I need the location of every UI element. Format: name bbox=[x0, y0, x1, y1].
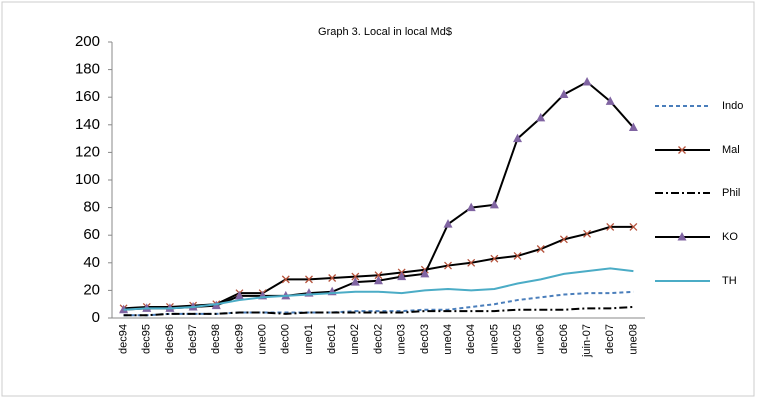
series-line bbox=[123, 267, 634, 311]
chart-border bbox=[1, 1, 755, 397]
point-marker bbox=[420, 268, 430, 278]
point-marker bbox=[513, 133, 523, 143]
point-marker bbox=[350, 277, 360, 286]
x-tick-label: une08 bbox=[627, 324, 639, 355]
x-tick-label: une06 bbox=[535, 324, 547, 355]
x-tick-label: dec00 bbox=[280, 324, 292, 354]
point-marker bbox=[466, 202, 476, 212]
y-tick-label: 0 bbox=[92, 309, 100, 326]
point-marker bbox=[629, 222, 638, 231]
y-tick-label: 20 bbox=[83, 281, 100, 298]
x-tick-label: juin-07 bbox=[581, 324, 593, 358]
point-marker bbox=[605, 96, 615, 105]
y-tick-label: 180 bbox=[75, 61, 100, 78]
point-marker bbox=[467, 258, 476, 267]
legend-label: Mal bbox=[722, 144, 740, 156]
point-marker bbox=[234, 290, 244, 300]
point-marker bbox=[281, 275, 290, 284]
x-tick-label: une03 bbox=[396, 324, 408, 355]
legend-label: TH bbox=[722, 275, 737, 287]
x-tick-label: dec95 bbox=[141, 324, 153, 354]
x-tick-label: dec07 bbox=[604, 324, 616, 354]
x-tick-label: dec98 bbox=[210, 324, 222, 354]
legend-marker bbox=[678, 146, 686, 154]
x-tick-label: une02 bbox=[349, 324, 361, 355]
x-tick-label: dec94 bbox=[117, 324, 129, 354]
x-tick-label: dec99 bbox=[233, 324, 245, 354]
point-marker bbox=[305, 275, 313, 284]
point-marker bbox=[328, 274, 337, 282]
point-marker bbox=[351, 272, 360, 281]
x-tick-label: dec05 bbox=[511, 324, 523, 354]
x-tick-label: une00 bbox=[257, 324, 269, 355]
y-tick-label: 60 bbox=[83, 226, 100, 243]
point-marker bbox=[559, 235, 568, 244]
x-tick-label: dec06 bbox=[558, 324, 570, 354]
legend-label: Phil bbox=[722, 187, 740, 199]
legend-label: Indo bbox=[722, 100, 743, 112]
x-tick-label: dec02 bbox=[372, 324, 384, 354]
legend-label: KO bbox=[722, 231, 738, 243]
x-tick-label: dec96 bbox=[164, 324, 176, 354]
y-tick-label: 120 bbox=[75, 143, 100, 160]
y-tick-label: 160 bbox=[75, 88, 100, 105]
point-marker bbox=[490, 254, 499, 263]
y-tick-label: 100 bbox=[75, 171, 100, 188]
point-marker bbox=[489, 199, 499, 209]
x-tick-label: une04 bbox=[442, 324, 454, 355]
y-tick-label: 140 bbox=[75, 116, 100, 133]
x-tick-label: dec01 bbox=[326, 324, 338, 354]
series-line bbox=[123, 305, 634, 317]
point-marker bbox=[397, 271, 407, 281]
point-marker bbox=[443, 219, 453, 228]
point-marker bbox=[374, 275, 383, 285]
point-marker bbox=[559, 89, 569, 98]
x-tick-label: dec04 bbox=[465, 324, 477, 354]
x-tick-label: dec03 bbox=[419, 324, 431, 354]
point-marker bbox=[582, 77, 592, 86]
point-marker bbox=[444, 261, 452, 270]
point-marker bbox=[536, 112, 546, 122]
x-tick-label: une05 bbox=[488, 324, 500, 355]
point-marker bbox=[628, 122, 638, 132]
point-marker bbox=[583, 229, 592, 238]
legend-marker bbox=[677, 232, 687, 241]
y-tick-label: 80 bbox=[83, 199, 100, 216]
chart-title: Graph 3. Local in local Md$ bbox=[318, 26, 452, 38]
point-marker bbox=[513, 251, 522, 260]
y-tick-label: 200 bbox=[75, 33, 100, 50]
point-marker bbox=[606, 222, 615, 231]
y-tick-label: 40 bbox=[83, 254, 100, 271]
x-tick-label: une01 bbox=[303, 324, 315, 355]
point-marker bbox=[374, 271, 383, 280]
x-tick-label: dec97 bbox=[187, 324, 199, 354]
point-marker bbox=[536, 245, 545, 253]
